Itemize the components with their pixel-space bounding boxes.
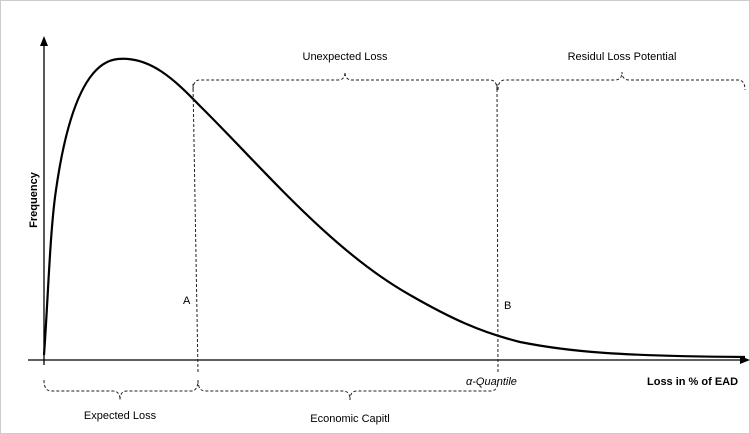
- brace-capital: [197, 379, 499, 401]
- label-economic-capital: Economic Capitl: [310, 413, 389, 425]
- label-y-axis: Frequency: [28, 171, 40, 228]
- brace-expected: [43, 379, 199, 401]
- label-x-axis: Loss in % of EAD: [647, 376, 738, 388]
- divider-a: [192, 83, 199, 373]
- divider-b: [496, 83, 499, 373]
- label-a: A: [183, 295, 191, 307]
- loss-curve: [42, 57, 746, 359]
- label-residual-loss: Residul Loss Potential: [568, 51, 677, 63]
- label-quantile: α-Quantile: [466, 376, 517, 388]
- brace-residual: [497, 71, 746, 91]
- brace-unexpected: [192, 71, 498, 91]
- y-arrow: [40, 36, 48, 46]
- label-expected-loss: Expected Loss: [84, 410, 157, 422]
- label-b: B: [504, 300, 511, 312]
- label-unexpected-loss: Unexpected Loss: [303, 51, 388, 63]
